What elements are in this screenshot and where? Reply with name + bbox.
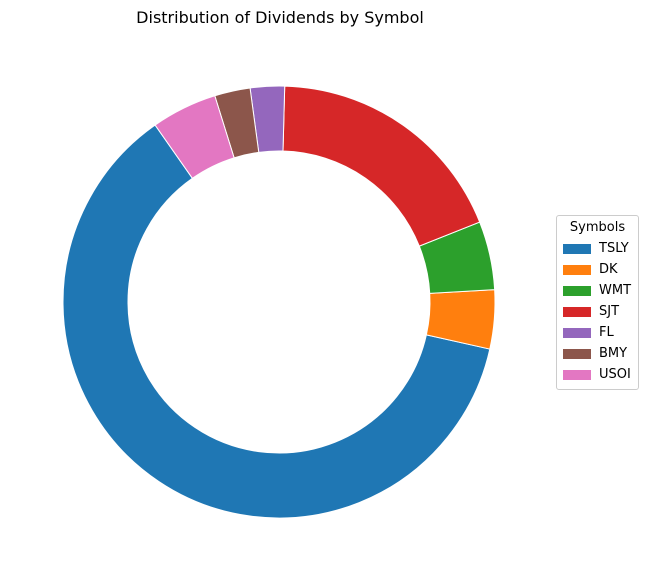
legend-label: TSLY [599, 241, 629, 256]
legend-entry-bmy: BMY [563, 343, 632, 364]
slice-sjt [282, 85, 481, 247]
legend-label: USOI [599, 367, 631, 382]
legend-entry-usoi: USOI [563, 364, 632, 385]
legend-swatch [563, 327, 591, 338]
legend-label: FL [599, 325, 614, 340]
legend-swatch [563, 264, 591, 275]
legend-entries: TSLY DK WMT SJT FL BMY USOI [563, 238, 632, 385]
chart-title: Distribution of Dividends by Symbol [136, 8, 424, 27]
legend-label: WMT [599, 283, 632, 298]
legend-label: BMY [599, 346, 628, 361]
donut-chart [62, 85, 496, 519]
legend-entry-dk: DK [563, 259, 632, 280]
legend-entry-tsly: TSLY [563, 238, 632, 259]
legend-swatch [563, 348, 591, 359]
legend-swatch [563, 306, 591, 317]
legend-label: SJT [599, 304, 620, 319]
legend-entry-wmt: WMT [563, 280, 632, 301]
legend-swatch [563, 369, 591, 380]
legend-entry-fl: FL [563, 322, 632, 343]
slice-tsly [62, 124, 491, 519]
legend-swatch [563, 243, 591, 254]
legend-label: DK [599, 262, 618, 277]
slice-usoi [154, 95, 235, 180]
legend-swatch [563, 285, 591, 296]
legend-entry-sjt: SJT [563, 301, 632, 322]
legend-title: Symbols [569, 220, 626, 235]
legend: Symbols TSLY DK WMT SJT FL BMY USOI [556, 215, 639, 390]
